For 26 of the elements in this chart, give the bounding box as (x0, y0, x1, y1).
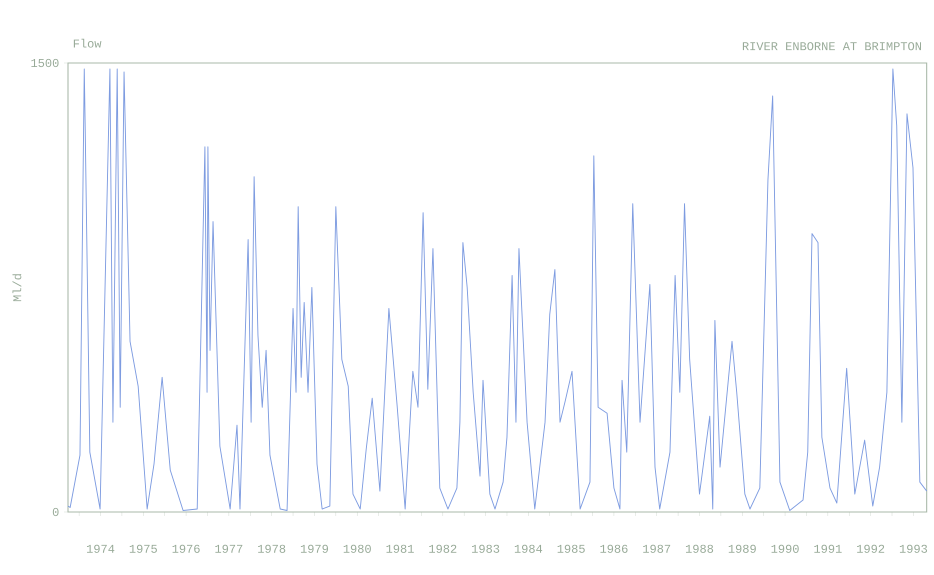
x-tick-label: 1986 (600, 544, 628, 553)
x-tick-label: 1990 (772, 544, 799, 553)
x-tick-label: 1984 (514, 544, 542, 553)
x-tick-label: 1980 (344, 544, 371, 553)
x-tick-label: 1993 (900, 544, 928, 553)
x-tick-label: 1979 (300, 544, 328, 553)
line-series (68, 68, 928, 511)
x-tick-label: 1983 (472, 544, 500, 553)
y-axis-title: Ml/d (12, 274, 22, 302)
text: Flow (74, 38, 102, 48)
x-tick-label: 1992 (857, 544, 884, 553)
x-tick-label: 1989 (728, 544, 756, 553)
x-tick-label: 1988 (686, 544, 714, 553)
x-tick-label: 1978 (258, 544, 286, 553)
x-tick-label: 1977 (215, 544, 242, 553)
chart-title: RIVER ENBORNE AT BRIMPTON (742, 42, 921, 50)
y-tick-label: 1500 (31, 58, 59, 68)
x-tick-label: 1985 (558, 544, 585, 553)
x-tick-label: 1987 (643, 544, 670, 553)
x-tick-label: 1982 (429, 544, 456, 553)
y-tick-label: 0 (52, 508, 59, 516)
x-tick-label: 1974 (86, 544, 114, 553)
x-tick-label: 1991 (814, 544, 842, 553)
x-tick-label: 1975 (130, 544, 157, 553)
x-tick-label: 1976 (172, 544, 200, 553)
x-tick-label: 1981 (386, 544, 414, 553)
